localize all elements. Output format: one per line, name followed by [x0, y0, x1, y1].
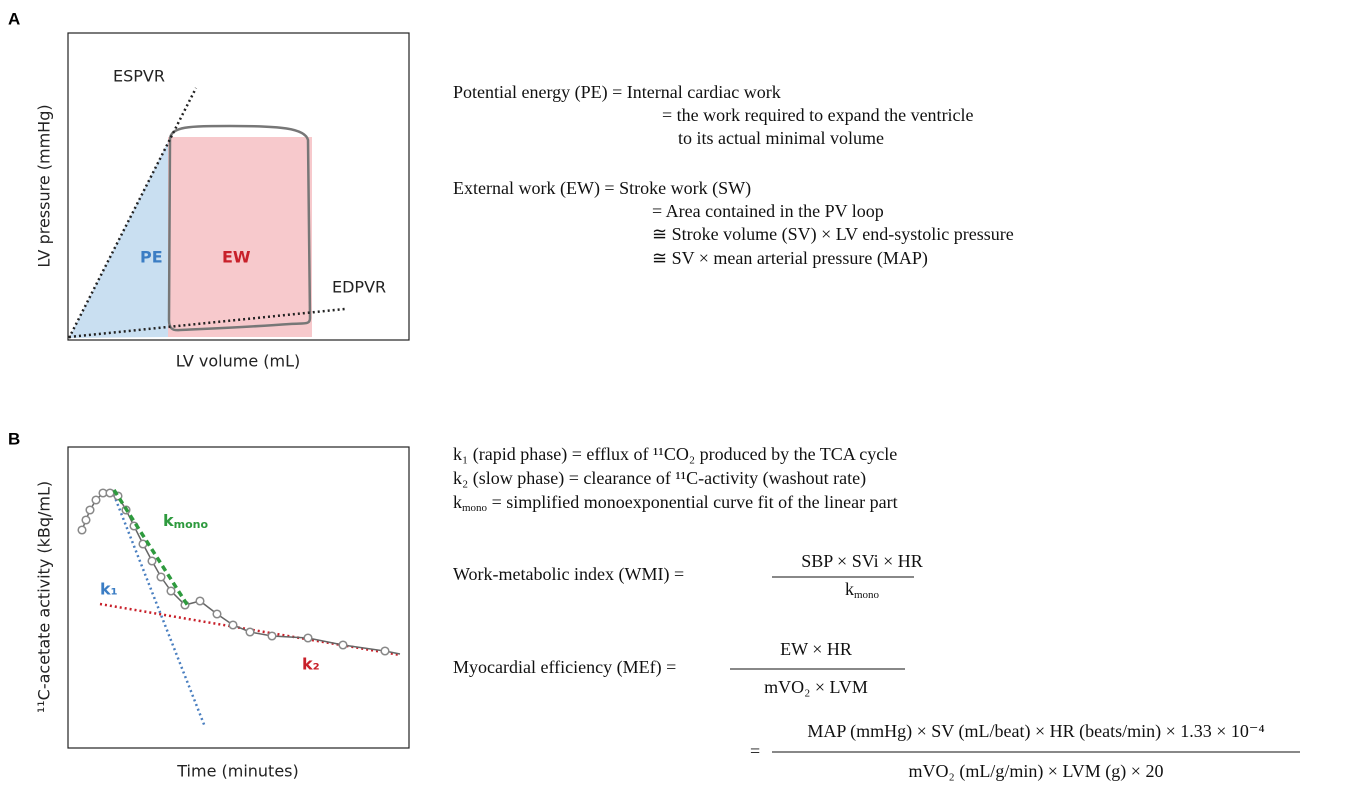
- numerator: EW × HR: [780, 639, 852, 659]
- sample-point: [338, 640, 348, 650]
- y-axis-label: ¹¹C-acetate activity (kBq/mL): [35, 481, 54, 713]
- sample-point: [212, 609, 222, 619]
- numerator: SBP × SVi × HR: [801, 551, 923, 571]
- sample-point: [91, 495, 101, 505]
- sample-point: [228, 620, 238, 630]
- k2-fit: [99, 602, 401, 657]
- rate-label: k₁: [100, 580, 118, 599]
- sample-point: [195, 596, 205, 606]
- sample-point: [156, 572, 166, 582]
- area-label: EW: [222, 248, 251, 267]
- espvr-line: [67, 87, 198, 339]
- denominator: mVO₂ × LVM: [764, 677, 868, 697]
- subscript: mono: [854, 589, 880, 601]
- sample-point: [105, 488, 115, 498]
- definition-text: = simplified monoexponential curve fit o…: [487, 492, 898, 512]
- ew-area: [168, 137, 312, 337]
- numerator: MAP (mmHg) × SV (mL/beat) × HR (beats/mi…: [807, 721, 1264, 742]
- subscript: mono: [462, 502, 488, 514]
- equation: Potential energy (PE) = Internal cardiac…: [453, 82, 781, 103]
- sample-point: [380, 646, 390, 656]
- denominator: mVO₂ (mL/g/min) × LVM (g) × 20: [909, 761, 1164, 782]
- subscript: mono: [174, 518, 209, 531]
- equation: ≅ SV × mean arterial pressure (MAP): [652, 248, 928, 269]
- denominator: kmono: [845, 579, 880, 600]
- definition: k₂ (slow phase) = clearance of ¹¹C-activ…: [453, 468, 866, 489]
- y-axis-label: LV pressure (mmHg): [35, 104, 54, 267]
- sample-point: [81, 515, 91, 525]
- area-label: PE: [140, 248, 163, 267]
- equation: = Area contained in the PV loop: [652, 201, 884, 221]
- sample-point: [85, 505, 95, 515]
- definition: k₁ (rapid phase) = efflux of ¹¹CO₂ produ…: [453, 444, 897, 465]
- panel-label: B: [8, 429, 20, 448]
- sample-point: [166, 586, 176, 596]
- equals: =: [750, 741, 760, 761]
- definition: kmono = simplified monoexponential curve…: [453, 492, 898, 513]
- kmono-fit: [112, 489, 190, 607]
- symbol: k: [453, 492, 462, 512]
- sample-point: [303, 633, 313, 643]
- sample-point: [147, 556, 157, 566]
- equation-label: Work-metabolic index (WMI) =: [453, 564, 684, 585]
- rate-label: k₂: [302, 655, 320, 674]
- sample-point: [77, 525, 87, 535]
- plot-frame: [67, 32, 410, 341]
- x-axis-label: LV volume (mL): [176, 352, 301, 371]
- equation: to its actual minimal volume: [678, 128, 884, 148]
- equation: ≅ Stroke volume (SV) × LV end-systolic p…: [652, 224, 1014, 245]
- panel-label: A: [8, 9, 20, 28]
- equation: = the work required to expand the ventri…: [662, 105, 974, 125]
- line-label: EDPVR: [332, 278, 386, 297]
- symbol: k: [845, 579, 854, 599]
- pv-loop: [167, 124, 312, 332]
- pe-area: [69, 142, 168, 338]
- sample-point: [245, 627, 255, 637]
- equation: External work (EW) = Stroke work (SW): [453, 178, 751, 199]
- edpvr-line: [68, 307, 346, 339]
- plot-frame: [67, 446, 410, 749]
- symbol: k: [163, 511, 174, 530]
- x-axis-label: Time (minutes): [176, 762, 299, 781]
- rate-label: kmono: [163, 511, 208, 532]
- line-label: ESPVR: [113, 67, 165, 86]
- equation-label: Myocardial efficiency (MEf) =: [453, 657, 676, 678]
- sample-point: [267, 631, 277, 641]
